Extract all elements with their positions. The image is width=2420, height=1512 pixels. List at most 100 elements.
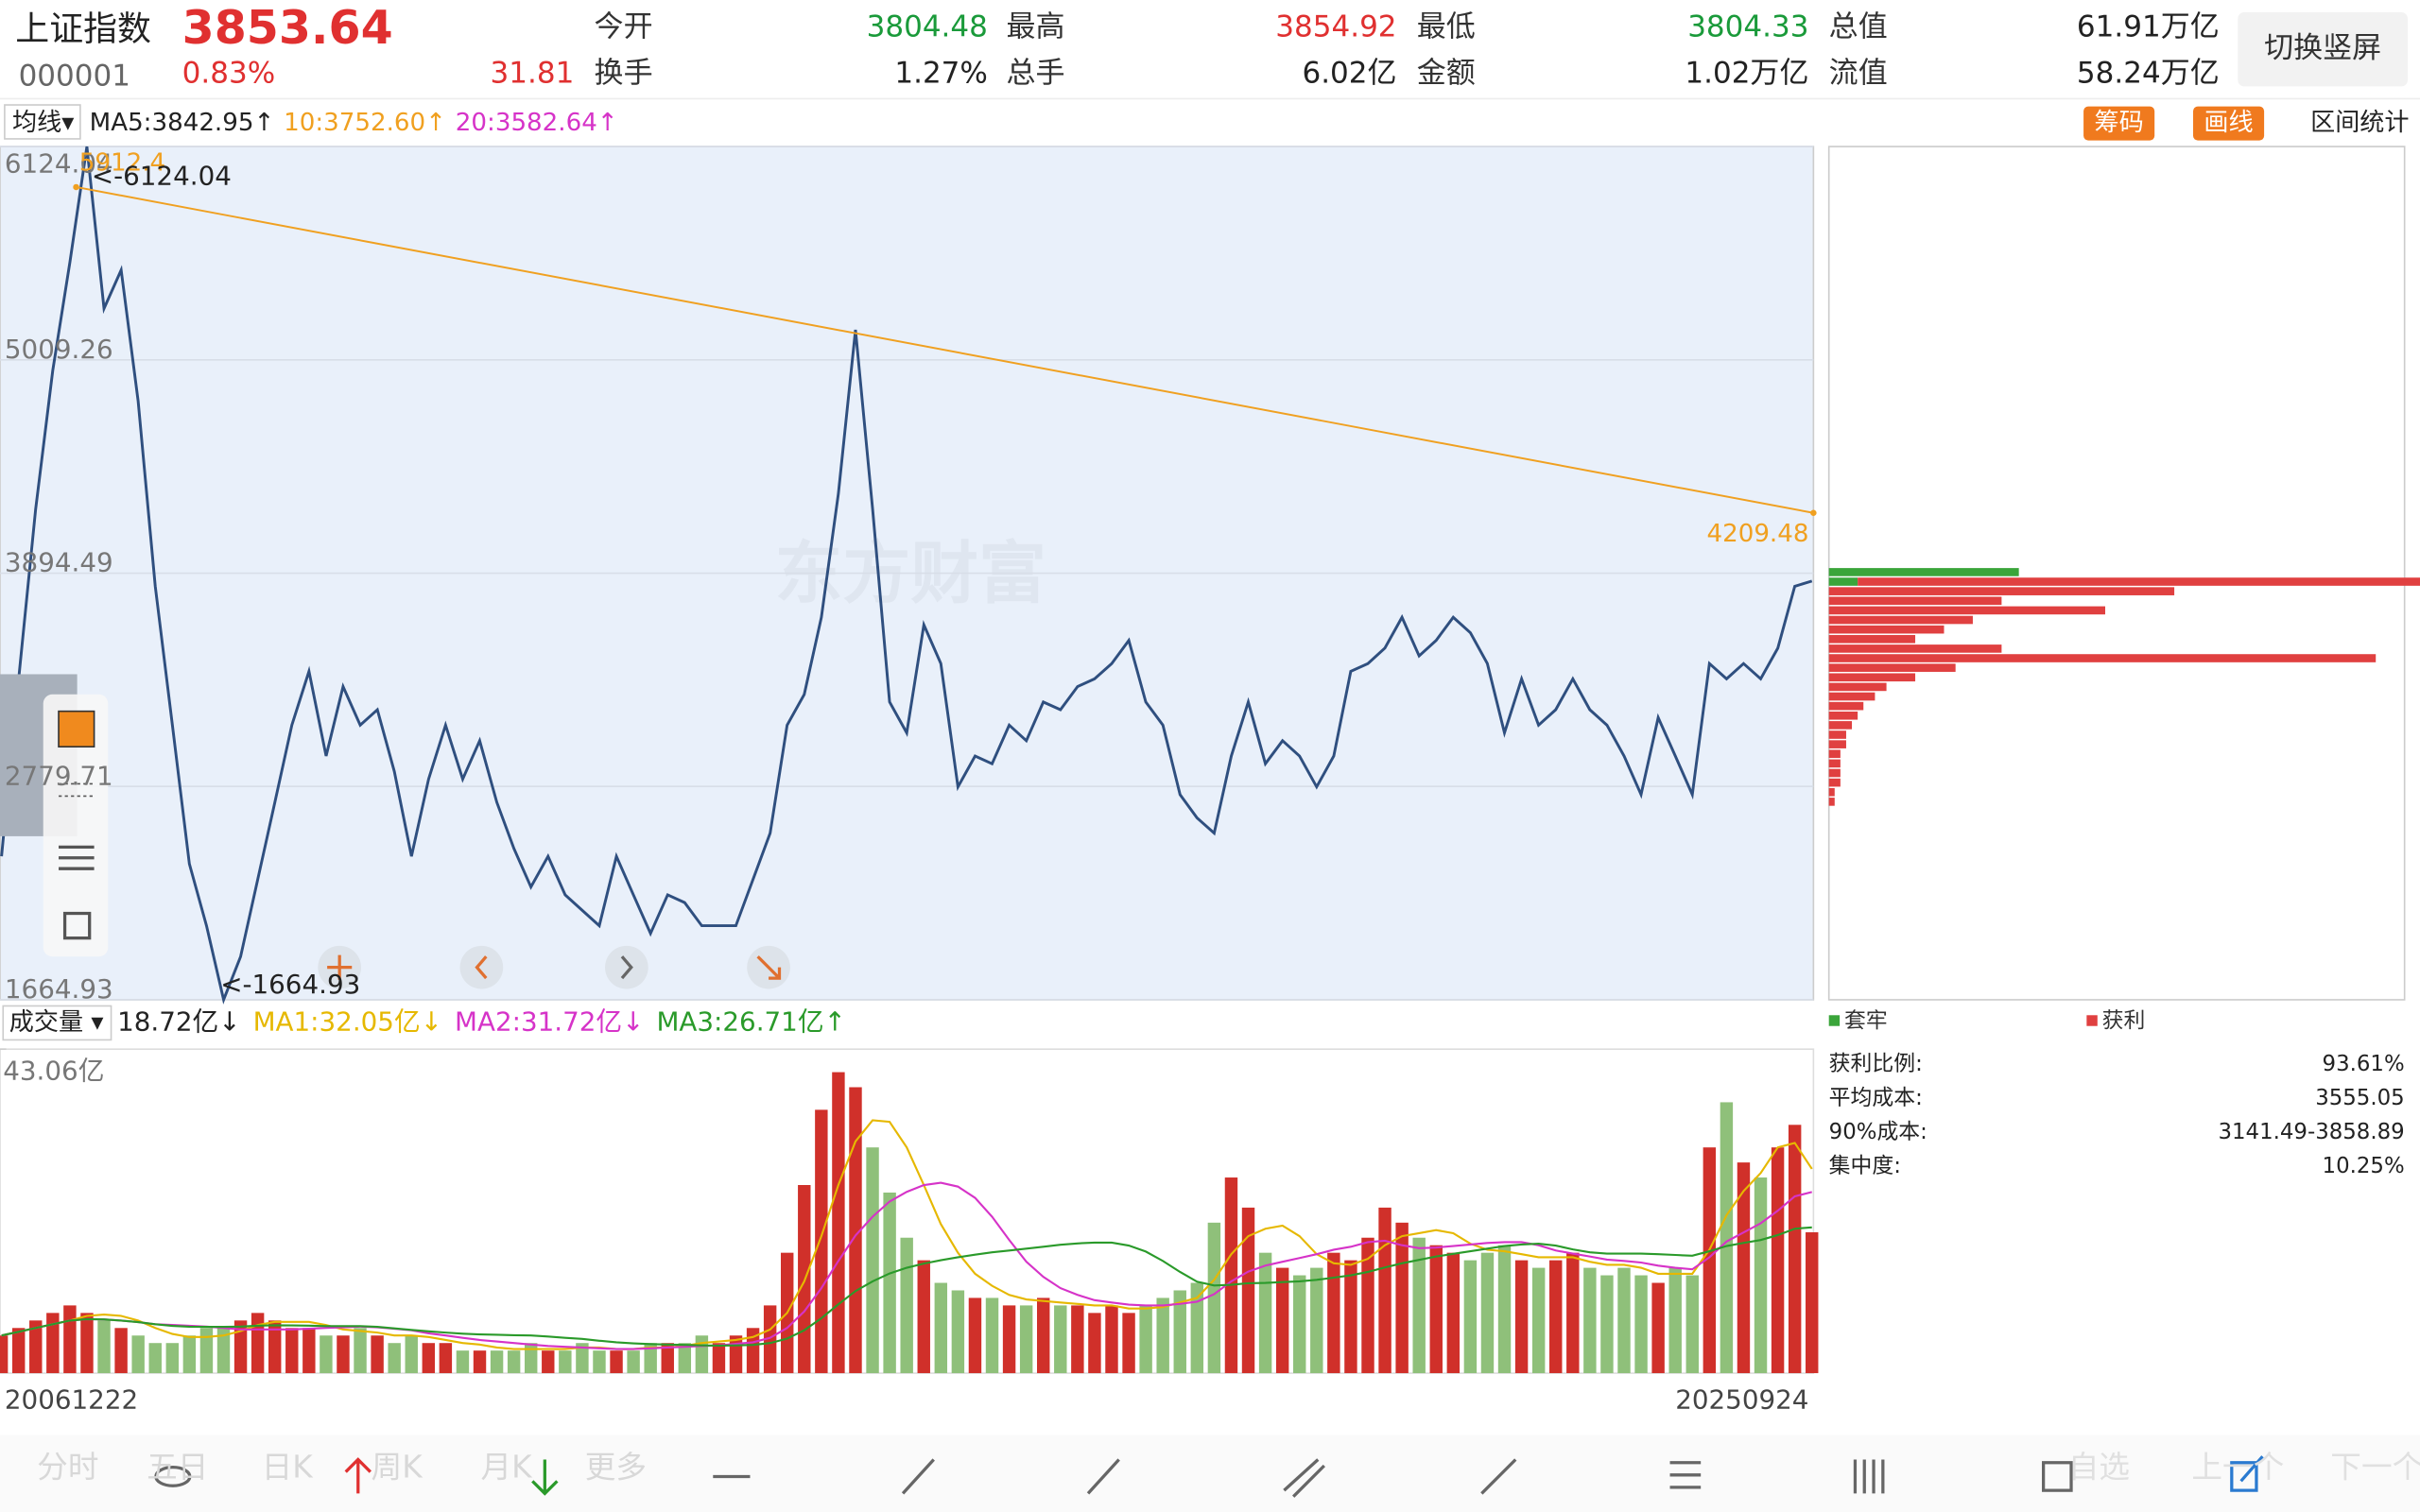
volume-bar: [1685, 1275, 1699, 1374]
volume-bar: [678, 1343, 692, 1374]
chip-bar: [1828, 740, 1846, 748]
nav-button[interactable]: 自选: [2068, 1449, 2130, 1485]
period-tab[interactable]: 月K: [480, 1449, 533, 1485]
volume-bar: [422, 1343, 436, 1374]
volume-bar: [1139, 1305, 1152, 1374]
share-icon[interactable]: [2230, 1455, 2264, 1492]
legend-label: 套牢: [1844, 1008, 1888, 1033]
volume-legend: MA2:31.72亿↓: [455, 1005, 644, 1037]
volume-bar: [815, 1109, 828, 1374]
tool-button-label[interactable]: 画线: [2204, 109, 2253, 137]
eye-icon[interactable]: [154, 1466, 192, 1487]
bottom-icons: [154, 1455, 2264, 1498]
tool-button-label[interactable]: 筹码: [2095, 109, 2144, 137]
volume-bar: [1634, 1275, 1648, 1374]
scroll-right[interactable]: [605, 945, 648, 989]
volume-bar: [934, 1282, 948, 1374]
switch-button-label[interactable]: 切换竖屏: [2264, 31, 2381, 65]
cycle-icon[interactable]: [1853, 1459, 1885, 1494]
volume-bar: [456, 1350, 470, 1374]
volume-bar: [405, 1335, 418, 1374]
volume-bar: [1037, 1297, 1050, 1374]
chip-bar: [1828, 606, 2106, 615]
volume-bar: [1754, 1177, 1768, 1374]
stat-label: 总值: [1829, 9, 1888, 43]
volume-bar: [746, 1328, 760, 1374]
chip-bar: [1828, 798, 1835, 806]
volume-bar: [1771, 1147, 1785, 1374]
zoom-in-icon[interactable]: [327, 954, 353, 980]
ray-icon[interactable]: [1086, 1458, 1120, 1495]
chip-bar: [1828, 625, 1945, 634]
volume-select[interactable]: [2, 1005, 112, 1041]
volume-bar: [1241, 1207, 1255, 1374]
tool-button[interactable]: [2083, 106, 2155, 141]
up-arrow-icon[interactable]: [344, 1457, 372, 1494]
stat-label: 最高: [1006, 9, 1064, 43]
golden-icon[interactable]: [1669, 1461, 1702, 1489]
volume-bar: [285, 1328, 299, 1374]
volume-ma-line: [1, 1226, 1812, 1348]
volume-bar: [661, 1343, 674, 1374]
period-tab[interactable]: 五日: [147, 1449, 208, 1485]
tool-panel: [43, 694, 109, 957]
period-tab[interactable]: 日K: [262, 1449, 315, 1485]
volume-bar: [0, 1335, 9, 1374]
chip-bar: [1828, 615, 1973, 625]
arrow-icon[interactable]: [1480, 1458, 1517, 1495]
chip-stat-label: 平均成本:: [1829, 1086, 1923, 1110]
scroll-left[interactable]: [459, 945, 504, 989]
volume-bar: [80, 1313, 94, 1374]
y-tick-label: 6124.04: [5, 148, 113, 180]
period-tab[interactable]: 更多: [585, 1449, 647, 1485]
trendline: [76, 185, 1814, 514]
volume-bar: [1395, 1222, 1409, 1374]
chip-bar: [1858, 577, 2420, 586]
tool-button[interactable]: [2193, 106, 2265, 141]
rect-icon[interactable]: [2042, 1461, 2073, 1492]
zoom-out-icon[interactable]: [756, 955, 782, 980]
index-price: 3853.64: [182, 1, 393, 55]
interval-stats[interactable]: 区间统计: [2310, 109, 2409, 137]
volume-bar: [1651, 1282, 1665, 1374]
color-tool[interactable]: [58, 710, 95, 748]
period-tab[interactable]: 分时: [37, 1449, 98, 1485]
x-tick-label: 20061222: [5, 1383, 138, 1415]
volume-bar: [473, 1350, 487, 1374]
ma-select[interactable]: [4, 104, 81, 140]
volume-bar: [1002, 1305, 1016, 1374]
chip-bar: [1828, 654, 2377, 662]
ma-select-label[interactable]: 均线▾: [12, 109, 75, 137]
volume-ma-line: [1, 1119, 1813, 1350]
volume-bar: [1054, 1305, 1067, 1374]
volume-bar: [1497, 1245, 1512, 1374]
channel-icon[interactable]: [1283, 1458, 1325, 1498]
volume-bar: [1173, 1290, 1186, 1374]
trend-point: [73, 183, 79, 191]
volume-bar: [1668, 1267, 1682, 1374]
volume-bar: [1429, 1245, 1443, 1374]
nav-button[interactable]: 下一个: [2330, 1449, 2420, 1485]
delete-tool[interactable]: [62, 911, 92, 940]
volume-bar: [1514, 1260, 1529, 1374]
index-code: 000001: [19, 60, 130, 94]
y-tick-label: 5009.26: [5, 334, 113, 365]
period-tab[interactable]: 周K: [372, 1449, 424, 1485]
stat-value: 6.02亿: [1302, 56, 1396, 90]
volume-bar: [354, 1328, 367, 1374]
volume-select-label[interactable]: 成交量 ▾: [9, 1008, 105, 1037]
stat-label: 金额: [1417, 56, 1476, 90]
chip-stat-label: 90%成本:: [1829, 1120, 1927, 1144]
legend-label: 获利: [2102, 1008, 2146, 1033]
switch-button[interactable]: [2238, 12, 2408, 87]
volume-bar: [866, 1147, 879, 1374]
chip-stat-value: 3555.05: [2315, 1086, 2404, 1110]
scroll-right-icon[interactable]: [620, 955, 633, 980]
volume-bar: [1480, 1252, 1495, 1374]
down-arrow-icon[interactable]: [531, 1459, 559, 1496]
volume-bar: [1344, 1260, 1357, 1374]
scroll-left-icon[interactable]: [475, 955, 488, 980]
segment-icon[interactable]: [901, 1458, 935, 1495]
volume-bar: [763, 1305, 777, 1374]
nav-button[interactable]: 上一个: [2191, 1449, 2284, 1485]
